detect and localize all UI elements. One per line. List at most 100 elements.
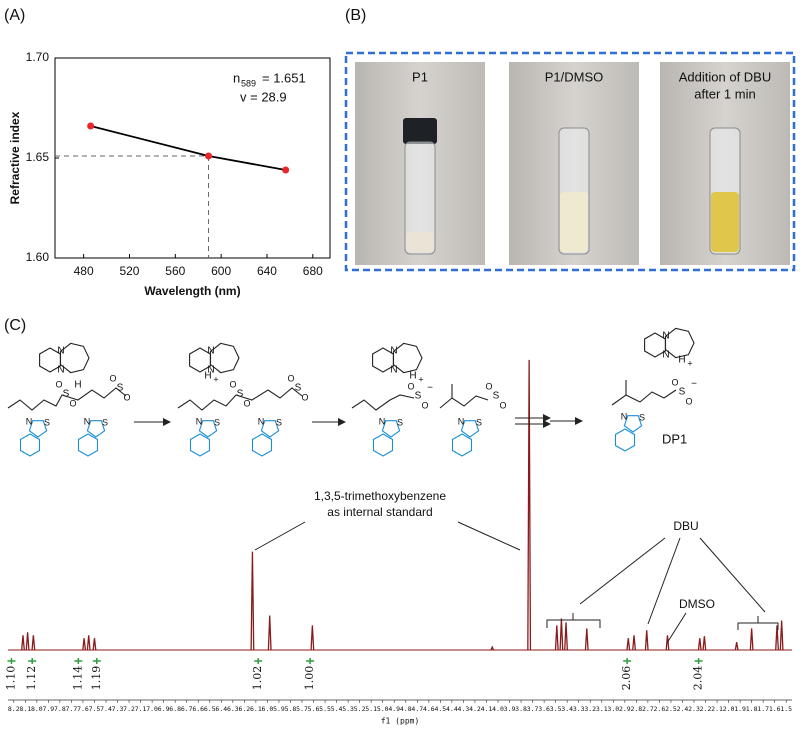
x-tick-label: 4.8 [400, 705, 412, 713]
bond [177, 387, 303, 411]
y-axis-label: Refractive index [8, 111, 22, 204]
peak [25, 632, 30, 651]
point [87, 122, 95, 130]
atom-label: S [276, 417, 282, 427]
atom-label: H [74, 380, 81, 391]
integral-mark [74, 658, 83, 664]
vial-content [406, 232, 434, 252]
peak [21, 635, 25, 651]
x-tick-label: 4.7 [411, 705, 423, 713]
leader-line [699, 537, 766, 613]
line [90, 125, 286, 171]
x-tick-label: 5.4 [331, 705, 343, 713]
integral-label: 2.06 [620, 666, 633, 691]
peak [697, 638, 702, 651]
atom-label: O [69, 398, 76, 408]
peak [632, 635, 636, 651]
annotation: 589 [241, 78, 256, 88]
x-tick-label: 3.4 [561, 705, 573, 713]
atom-label: − [427, 383, 433, 394]
x-tick-label: 8.1 [19, 705, 31, 713]
x-tick-label: 7.8 [54, 705, 66, 713]
peak [644, 630, 649, 651]
ring [451, 433, 473, 457]
vial-content [711, 192, 739, 252]
y-tick-label: 1.60 [26, 250, 50, 264]
ring [59, 342, 90, 374]
atom-label: O [499, 400, 506, 410]
atom-label: S [397, 417, 403, 427]
bond [611, 389, 677, 406]
atom-label: N [390, 346, 397, 357]
integral-label: 1.00 [303, 666, 316, 691]
atom-label: + [213, 374, 218, 384]
ring [209, 342, 240, 374]
x-tick-label: 2.4 [677, 705, 689, 713]
annotation: DMSO [679, 597, 715, 611]
atom-label: N [379, 416, 386, 426]
x-tick-label: 6.4 [215, 705, 227, 713]
peak [559, 618, 564, 651]
x-tick-label: 4.4 [446, 705, 458, 713]
x-tick-label: 7.4 [100, 705, 112, 713]
atom-label: O [421, 400, 428, 410]
x-tick-label: 6.7 [181, 705, 193, 713]
x-tick-label: 5.3 [342, 705, 354, 713]
x-tick-label: 7.9 [42, 705, 54, 713]
atom-label: O [55, 379, 62, 389]
photo-caption: Addition of DBU [679, 69, 772, 84]
atom-label: N [196, 416, 203, 426]
x-tick-label: 2.8 [630, 705, 642, 713]
ring [623, 415, 643, 433]
atom-label: S [679, 387, 686, 398]
integral-label: 1.19 [90, 666, 103, 691]
atom-label: O [229, 379, 236, 389]
panel-label: (A) [4, 7, 25, 24]
x-tick-label: 5.9 [273, 705, 285, 713]
x-tick-label: 4.9 [388, 705, 400, 713]
atom-label: O [123, 392, 130, 402]
peak [490, 645, 495, 651]
photo-caption: P1/DMSO [545, 69, 604, 84]
atom-label: O [301, 392, 308, 402]
peak [31, 635, 36, 651]
atom-label: N [57, 365, 64, 376]
ring [251, 433, 273, 457]
y-tick-label: 1.65 [26, 150, 50, 164]
x-tick-label: 1.6 [769, 705, 781, 713]
peak [665, 635, 670, 651]
x-tick-label: 3.7 [527, 705, 539, 713]
x-tick-label: 2.6 [654, 705, 666, 713]
x-tick-label: 560 [165, 264, 185, 278]
x-tick-label: 3.3 [573, 705, 585, 713]
atom-label: H [409, 371, 416, 382]
peak [702, 636, 707, 651]
x-tick-label: 2.9 [619, 705, 631, 713]
leader-line [666, 612, 687, 644]
x-tick-label: 2.3 [688, 705, 700, 713]
ring [19, 433, 41, 457]
leader-line [647, 537, 681, 625]
y-tick-label: 1.70 [26, 50, 50, 64]
vial-cap [403, 118, 437, 144]
leader-line [737, 616, 779, 630]
atom-label: S [493, 391, 500, 402]
atom-label: S [415, 391, 422, 402]
ring [260, 420, 280, 438]
x-tick-label: 5.1 [365, 705, 377, 713]
point [205, 152, 213, 160]
peak [527, 359, 532, 651]
atom-label: H [678, 355, 685, 366]
x-tick-label: 6.2 [238, 705, 250, 713]
annotation: as internal standard [327, 505, 432, 519]
annotation: = 1.651 [262, 70, 306, 85]
peak [250, 551, 255, 651]
x-tick-label: 3.5 [550, 705, 562, 713]
atom-label: N [390, 365, 397, 376]
x-tick-label: 2.0 [723, 705, 735, 713]
atom-label: O [485, 381, 492, 391]
x-tick-label: 4.1 [481, 705, 493, 713]
peak [749, 628, 754, 651]
photo-caption: P1 [412, 69, 428, 84]
